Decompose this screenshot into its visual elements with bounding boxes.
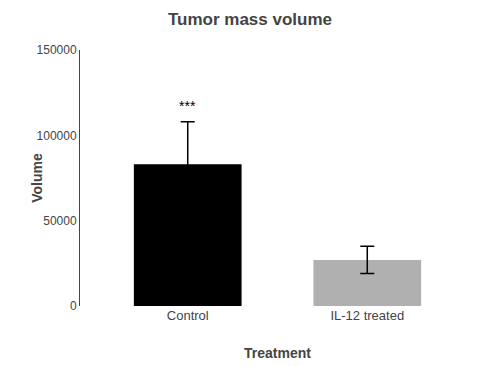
svg-text:Control: Control — [167, 308, 209, 323]
svg-text:IL-12 treated: IL-12 treated — [330, 308, 404, 323]
svg-text:50000: 50000 — [43, 214, 77, 228]
svg-text:***: *** — [179, 98, 196, 114]
svg-text:0: 0 — [70, 299, 77, 313]
svg-text:100000: 100000 — [37, 129, 77, 143]
svg-text:Volume: Volume — [29, 153, 45, 203]
svg-text:Treatment: Treatment — [244, 345, 311, 361]
svg-text:Tumor mass volume: Tumor mass volume — [168, 10, 332, 29]
svg-text:150000: 150000 — [37, 43, 77, 57]
